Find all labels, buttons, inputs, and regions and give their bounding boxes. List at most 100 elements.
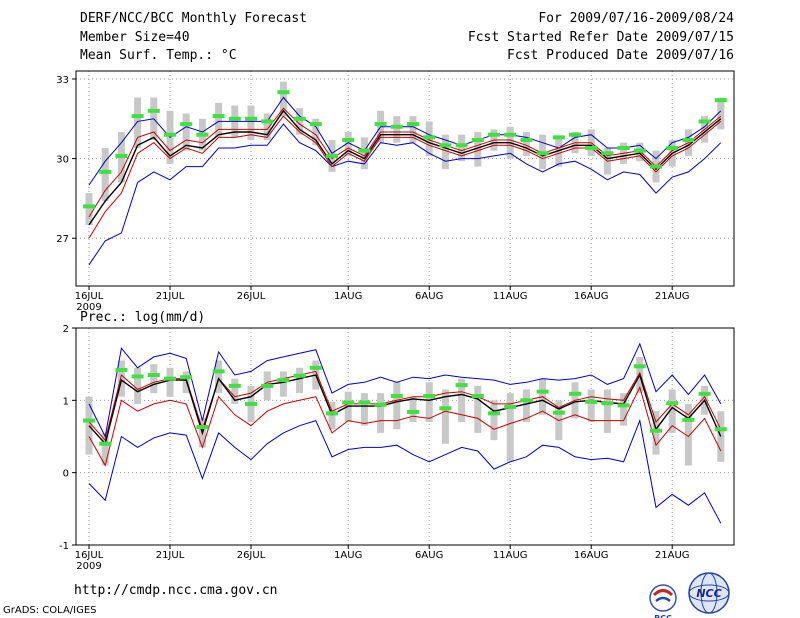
prec-ensemble-box <box>377 393 385 433</box>
prec-mean-marker <box>374 402 387 407</box>
prec-ensemble-box <box>684 403 692 466</box>
prec-mean-marker <box>601 401 614 406</box>
temp-xtick-label-6: 16AUG <box>574 291 609 302</box>
temp-mean-marker <box>666 145 679 150</box>
prec-year-label: 2009 <box>76 561 101 572</box>
grads-credit: GrADS: COLA/IGES <box>3 605 97 616</box>
prec-ensemble-box <box>490 400 498 441</box>
temp-mean-marker <box>552 135 565 140</box>
temp-mean-marker <box>131 114 144 119</box>
prec-ensemble-box <box>458 378 466 423</box>
temp-mean-marker <box>488 132 500 137</box>
prec-ytick-label-1: 0 <box>63 469 69 480</box>
prec-mean-marker <box>358 400 371 405</box>
prec-xtick-label-4: 6AUG <box>415 550 443 561</box>
temp-ensemble-box <box>441 134 449 170</box>
prec-mean-marker <box>536 389 549 394</box>
prec-ensemble-box <box>506 393 514 462</box>
prec-ensemble-box <box>231 378 239 404</box>
temp-mean-marker <box>358 148 371 153</box>
prec-ytick-label-3: 2 <box>63 324 69 335</box>
prec-ytick-label-2: 1 <box>63 396 69 407</box>
temp-mean-marker <box>617 145 630 150</box>
ncc-logo-ring <box>688 584 730 602</box>
prec-xtick-label-6: 16AUG <box>574 550 609 561</box>
temp-mean-marker <box>83 204 95 209</box>
prec-xtick-label-3: 1AUG <box>334 550 362 561</box>
temp-mean-marker <box>326 153 338 158</box>
temp-mean-marker <box>633 148 646 153</box>
temp-xtick-label-1: 21JUL <box>156 291 185 302</box>
temp-mean-marker <box>601 151 614 156</box>
prec-xtick-label-2: 26JUL <box>237 550 266 561</box>
temp-ensemble-box <box>279 81 287 117</box>
temp-xtick-label-7: 21AUG <box>655 291 690 302</box>
ncc-logo-meridian <box>700 572 718 614</box>
prec-mean-marker <box>455 383 468 388</box>
prec-mean-marker <box>147 373 160 378</box>
temp-xtick-label-3: 1AUG <box>334 291 362 302</box>
temp-mean-marker <box>390 124 403 129</box>
temp-mean-marker <box>471 138 484 143</box>
temp-xtick-label-5: 11AUG <box>493 291 528 302</box>
prec-mean-marker <box>99 441 112 446</box>
temp-ytick-label-2: 33 <box>56 75 69 86</box>
temp-ensemble-box <box>393 116 401 143</box>
temp-ensemble-box <box>555 137 563 167</box>
member-size: Member Size=40 <box>80 30 190 45</box>
chart-title: DERF/NCC/BCC Monthly Forecast <box>80 11 307 26</box>
temp-ensemble-box <box>458 134 466 162</box>
variable-label: Mean Surf. Temp.: °C <box>80 48 237 63</box>
prec-mean-marker <box>326 411 338 416</box>
temp-mean-marker <box>698 119 711 124</box>
temp-mean-marker <box>228 116 241 121</box>
temp-ensemble-box <box>134 97 142 148</box>
temp-mean-marker <box>245 116 257 121</box>
prec-mean-marker <box>504 404 517 409</box>
temp-mean-marker <box>374 122 387 127</box>
temp-line-min <box>88 123 722 266</box>
prec-line-max <box>88 342 722 439</box>
temp-mean-marker <box>714 98 727 103</box>
temp-mean-marker <box>293 116 306 121</box>
prec-ensemble-box <box>215 360 223 394</box>
prec-ensemble-box <box>150 364 158 394</box>
temp-mean-marker <box>164 132 176 137</box>
temp-ensemble-box <box>101 147 109 202</box>
temp-line-max <box>88 96 722 186</box>
prec-mean-marker <box>633 364 646 369</box>
prec-mean-marker <box>569 391 581 396</box>
temp-mean-marker <box>504 132 517 137</box>
prec-mean-marker <box>520 398 533 403</box>
prec-xtick-label-0: 16JUL <box>75 550 104 561</box>
prec-ensemble-box <box>166 367 174 397</box>
prec-mean-marker <box>228 383 241 388</box>
forecast-period: For 2009/07/16-2009/08/24 <box>538 11 734 26</box>
prec-mean-marker <box>488 411 500 416</box>
prec-xtick-label-1: 21JUL <box>156 550 185 561</box>
source-url[interactable]: http://cmdp.ncc.cma.gov.cn <box>74 583 278 598</box>
prec-ensemble-box <box>425 382 433 423</box>
prec-line-min <box>88 418 722 524</box>
prec-ytick-label-0: -1 <box>59 541 69 552</box>
temp-mean-marker <box>569 132 581 137</box>
temp-xtick-label-2: 26JUL <box>237 291 266 302</box>
prec-mean-marker <box>115 367 128 372</box>
prec-ensemble-box <box>409 396 417 423</box>
prec-mean-marker <box>471 393 484 398</box>
temp-mean-marker <box>99 169 112 174</box>
prec-mean-marker <box>423 393 436 398</box>
prec-mean-marker <box>164 376 176 381</box>
temp-mean-marker <box>212 114 225 119</box>
prec-mean-marker <box>585 399 598 404</box>
prec-ensemble-box <box>652 411 660 455</box>
prec-mean-marker <box>552 410 565 415</box>
prec-mean-marker <box>342 400 355 405</box>
prec-mean-marker <box>196 425 209 430</box>
temp-mean-marker <box>342 138 355 143</box>
prec-ensemble-box <box>393 382 401 430</box>
temp-ensemble-box <box>409 116 417 143</box>
temp-ensemble-box <box>85 193 93 225</box>
temp-line-p25 <box>88 115 722 239</box>
